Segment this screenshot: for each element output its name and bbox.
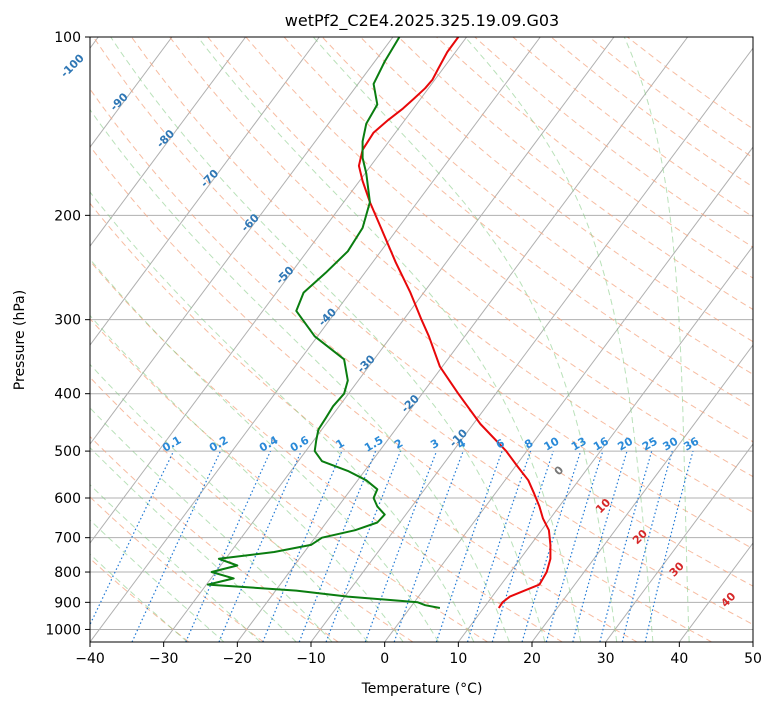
y-tick-label: 700 (54, 531, 81, 547)
chart-title: wetPf2_C2E4.2025.325.19.09.G03 (285, 11, 559, 31)
x-tick-label: 40 (670, 651, 688, 667)
x-tick-label: −30 (149, 651, 179, 667)
x-axis-label: Temperature (°C) (361, 681, 483, 697)
y-tick-label: 900 (54, 595, 81, 611)
x-tick-label: −20 (223, 651, 253, 667)
y-tick-label: 600 (54, 491, 81, 507)
x-tick-label: 30 (597, 651, 615, 667)
x-tick-label: 50 (744, 651, 762, 667)
y-axis-label: Pressure (hPa) (12, 290, 28, 390)
y-tick-label: 500 (54, 444, 81, 460)
y-tick-label: 400 (54, 387, 81, 403)
dry-adiabat-label: -100 (58, 51, 87, 80)
y-tick-label: 1000 (45, 622, 81, 638)
isotherm-line (753, 37, 775, 642)
x-tick-label: 20 (523, 651, 541, 667)
y-tick-label: 300 (54, 313, 81, 329)
x-tick-label: 10 (449, 651, 467, 667)
x-tick-label: −40 (75, 651, 105, 667)
x-tick-label: 0 (380, 651, 389, 667)
x-tick-label: −10 (296, 651, 326, 667)
y-tick-label: 100 (54, 30, 81, 46)
y-tick-label: 800 (54, 565, 81, 581)
y-tick-label: 200 (54, 208, 81, 224)
